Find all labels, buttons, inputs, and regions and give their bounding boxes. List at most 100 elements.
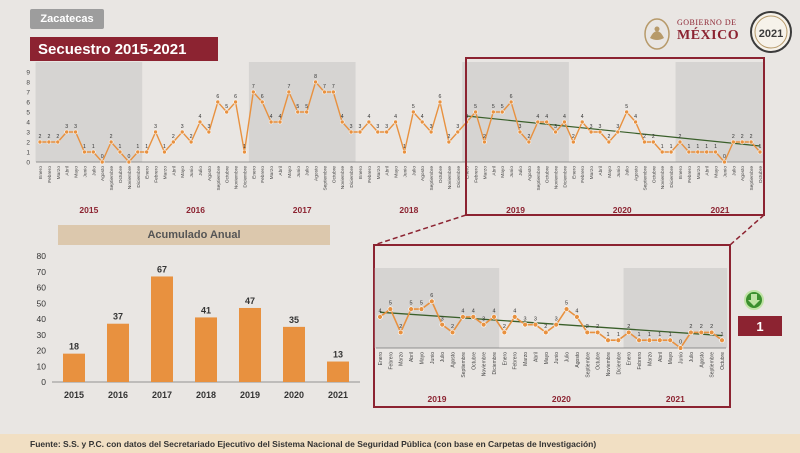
data-label: 2 [47,134,50,140]
data-label: 4 [378,308,381,314]
year-band-2019 [462,62,569,162]
month-tick-label: Julio [731,166,737,176]
month-tick-label: Septiembre [585,352,591,378]
year-label-2017: 2017 [293,205,312,215]
data-point [757,149,763,155]
month-tick-label: Noviembre [606,352,612,376]
data-point [73,129,78,135]
data-label: 3 [482,316,485,322]
month-tick-label: Enero [38,166,44,179]
month-tick-label: Septiembre [109,166,115,191]
data-label: 3 [524,316,527,322]
month-tick-label: Diciembre [136,166,142,188]
data-point [646,337,653,343]
month-tick-label: Septiembre [429,166,435,191]
month-tick-label: Febrero [388,352,394,370]
data-label: 3 [599,124,602,130]
data-point [304,109,309,115]
data-label: 4 [341,114,344,120]
data-point [162,149,167,155]
month-tick-label: Febrero [513,352,519,370]
month-tick-label: Enero [678,166,684,179]
data-label: 1 [670,144,673,150]
month-tick-label: Octubre [596,352,602,370]
month-tick-label: Diciembre [669,166,675,188]
month-tick-label: Febrero [367,166,373,183]
data-point [597,129,603,135]
data-label: 2 [607,134,610,140]
bar [283,326,305,382]
data-point [126,159,132,165]
data-label: 4 [563,114,566,120]
data-point [588,129,594,135]
month-tick-label: Febrero [474,166,480,183]
data-label: 5 [492,104,495,110]
data-label: 0 [101,154,104,160]
bar [327,361,349,382]
month-tick-label: Julio [91,166,97,176]
series-line [40,80,761,164]
data-point [455,129,461,135]
month-tick-label: Julio [411,166,417,176]
data-point [668,149,674,155]
data-label: 1 [669,332,672,338]
data-label: 1 [661,144,664,150]
y-tick-label: 0 [26,160,30,167]
gov-line2: MÉXICO [677,28,740,43]
data-label: 2 [627,324,630,330]
data-point [708,329,715,336]
month-tick-label: Junio [509,166,515,178]
data-point [197,119,203,125]
data-label: 2 [110,134,113,140]
month-tick-label: Mayo [714,166,720,178]
data-point [179,129,185,135]
data-label: 4 [581,114,584,120]
month-tick-label: Diciembre [242,166,248,188]
data-label: 5 [474,104,477,110]
data-label: 2 [56,134,59,140]
month-tick-label: Enero [145,166,151,179]
data-point [99,159,105,165]
month-tick-label: Marzo [589,166,595,180]
data-point [731,139,736,145]
data-point [277,119,283,125]
year-band-2019 [374,268,500,348]
month-tick-label: Diciembre [562,166,568,188]
data-label: 1 [163,144,166,150]
data-point [268,119,274,125]
data-point [384,129,389,135]
bar [107,323,129,382]
data-label: 4 [545,114,548,120]
data-label: 4 [279,114,282,120]
data-point [722,159,727,165]
data-point [688,329,694,336]
data-point [686,149,692,155]
year-label-2020: 2020 [552,394,571,404]
data-point [535,119,541,125]
data-label: 5 [420,301,423,307]
month-tick-label: Febrero [580,166,586,183]
month-tick-label: Julio [440,352,446,363]
year-label-2021: 2021 [711,205,730,215]
data-label: 2 [741,134,744,140]
data-point [348,129,354,135]
data-point [419,119,425,125]
data-label: 2 [700,324,703,330]
data-label: 4 [492,308,495,314]
data-point [206,129,212,135]
trend-line [466,115,761,147]
data-point [446,139,452,145]
month-tick-label: Junio [554,352,560,364]
month-tick-label: Septiembre [749,166,755,191]
data-label: 5 [389,301,392,307]
data-label: 1 [243,144,246,150]
y-tick-label: 30 [37,330,47,340]
month-tick-label: Diciembre [492,352,498,375]
data-label: 2 [586,324,589,330]
data-point [605,337,611,343]
data-label: 6 [510,94,513,100]
bar-value-label: 67 [157,264,167,274]
month-tick-label: Octubre [331,166,337,183]
data-point [224,109,229,115]
